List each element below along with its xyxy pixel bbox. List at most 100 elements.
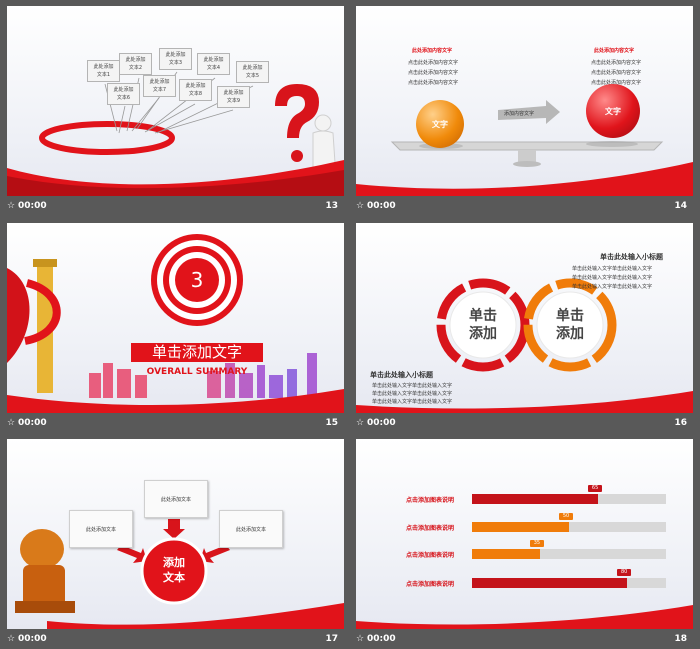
center-text: 添加 文本: [150, 555, 198, 585]
slide-17-info-bar: ☆ 00:00 17: [7, 629, 344, 649]
bottom-line-1: 单击此处输入文字单击此处输入文字: [372, 383, 453, 389]
bottom-heading: 单击此处输入小标题: [370, 371, 433, 379]
red-wave: [7, 160, 344, 196]
bar-track: 65: [472, 485, 666, 504]
bar-fill: [472, 578, 628, 588]
top-heading: 单击此处输入小标题: [600, 253, 663, 261]
bottom-line-3: 单击此处输入文字单击此处输入文字: [372, 399, 453, 405]
bar-value-tag: 35: [529, 540, 544, 547]
slide-15-canvas: 3 单击添加文字 OVERALL SUMMARY: [7, 223, 344, 413]
bar-label: 点击添加图表说明: [405, 552, 454, 559]
bar-fill: [472, 522, 569, 532]
bar-label: 点击添加图表说明: [405, 497, 454, 504]
bottom-line-2: 单击此处输入文字单击此处输入文字: [372, 391, 453, 397]
left-ring-text: 单击 添加: [459, 307, 507, 343]
slide-duration: 00:00: [18, 634, 47, 644]
star-icon: ☆: [7, 201, 16, 211]
text-box-right: 此处添加文本: [219, 510, 283, 548]
red-wave: [356, 605, 693, 629]
sign-4: 此处添加 文本4: [197, 53, 230, 75]
slide-thumbnail-17[interactable]: 此处添加文本 此处添加文本 此处添加文本 添加 文本 ☆ 00:00 17: [7, 439, 344, 649]
flow-arrows: [117, 519, 230, 563]
right-line-3: 点击此处添加内容文字: [591, 80, 642, 86]
bar-value-tag: 65: [588, 485, 603, 492]
slide-duration: 00:00: [18, 418, 47, 428]
slide-thumbnail-15[interactable]: 3 单击添加文字 OVERALL SUMMARY ☆ 00:00 15: [7, 223, 344, 433]
slide-duration: 00:00: [18, 201, 47, 211]
slide-13-canvas: 此处添加 文本1 此处添加 文本2 此处添加 文本3 此处添加 文本4 此处添加…: [7, 6, 344, 196]
bar-value-tag: 80: [617, 569, 632, 576]
sign-7: 此处添加 文本7: [143, 75, 176, 97]
sign-3: 此处添加 文本3: [159, 48, 192, 70]
huabiao-pillar: [7, 259, 61, 393]
center-line-1: 添加: [163, 556, 185, 569]
sign-5: 此处添加 文本5: [236, 61, 269, 83]
slide-16-info-bar: ☆ 00:00 16: [356, 413, 693, 433]
left-ring-line-1: 单击: [469, 308, 497, 324]
sign-8: 此处添加 文本8: [179, 79, 212, 101]
slide-18-canvas: 点击添加图表说明 65 点击添加图表说明 50 点击添加图表说明 35 点击添加图表说明 80: [356, 439, 693, 629]
slide-14-info-bar: ☆ 00:00 14: [356, 196, 693, 216]
slide-number: 17: [325, 634, 338, 644]
slide-number: 16: [674, 418, 687, 428]
slide-16-canvas: 单击此处输入小标题 单击此处输入文字单击此处输入文字 单击此处输入文字单击此处输…: [356, 223, 693, 413]
bar-chart: 点击添加图表说明 65 点击添加图表说明 50 点击添加图表说明 35 点击添加图表说明 80: [356, 439, 693, 609]
red-wave: [356, 162, 693, 196]
sign-1: 此处添加 文本1: [87, 60, 120, 82]
target-icon: [151, 234, 243, 326]
right-ring-line-2: 添加: [556, 326, 584, 342]
slide-thumbnail-14[interactable]: 此处添加内容文字 点击此处添加内容文字 点击此处添加内容文字 点击此处添加内容文…: [356, 6, 693, 216]
left-line-2: 点击此处添加内容文字: [408, 70, 459, 76]
bar-track: 35: [472, 540, 666, 559]
slide-thumbnail-13[interactable]: 此处添加 文本1 此处添加 文本2 此处添加 文本3 此处添加 文本4 此处添加…: [7, 6, 344, 216]
sign-9: 此处添加 文本9: [217, 86, 250, 108]
target-number: 3: [190, 268, 204, 292]
top-line-3: 单击此处输入文字单击此处输入文字: [572, 284, 653, 290]
star-icon: ☆: [356, 418, 365, 428]
slide-number: 15: [325, 418, 338, 428]
right-ring-line-1: 单击: [556, 308, 584, 324]
slide-duration: 00:00: [367, 418, 396, 428]
bar-track: 80: [472, 569, 666, 588]
slide-18-info-bar: ☆ 00:00 18: [356, 629, 693, 649]
slide-14-canvas: 此处添加内容文字 点击此处添加内容文字 点击此处添加内容文字 点击此处添加内容文…: [356, 6, 693, 196]
bar-label: 点击添加图表说明: [405, 581, 454, 588]
bar-value-tag: 50: [559, 513, 573, 520]
slide-15-info-bar: ☆ 00:00 15: [7, 413, 344, 433]
red-wave: [7, 389, 344, 413]
bar-fill: [472, 549, 540, 559]
slide-17-canvas: 此处添加文本 此处添加文本 此处添加文本 添加 文本: [7, 439, 344, 629]
slide-duration: 00:00: [367, 201, 396, 211]
red-ring: [39, 121, 175, 155]
top-line-1: 单击此处输入文字单击此处输入文字: [572, 266, 653, 272]
sign-6: 此处添加 文本6: [107, 83, 140, 105]
top-line-2: 单击此处输入文字单击此处输入文字: [572, 275, 653, 281]
slide-13-info-bar: ☆ 00:00 13: [7, 196, 344, 216]
question-mark-shape: [275, 84, 319, 138]
sign-2: 此处添加 文本2: [119, 53, 152, 75]
city-skyline: [89, 353, 317, 398]
bar-track: 50: [472, 513, 666, 532]
slide-subtitle: OVERALL SUMMARY: [146, 367, 248, 377]
slide-thumbnail-16[interactable]: 单击此处输入小标题 单击此处输入文字单击此处输入文字 单击此处输入文字单击此处输…: [356, 223, 693, 433]
text-box-top: 此处添加文本: [144, 480, 208, 518]
slide-thumbnail-18[interactable]: 点击添加图表说明 65 点击添加图表说明 50 点击添加图表说明 35 点击添加图表说明 80…: [356, 439, 693, 649]
slide-number: 14: [674, 201, 687, 211]
bar-label: 点击添加图表说明: [405, 525, 454, 532]
red-wave: [47, 603, 344, 629]
star-icon: ☆: [7, 634, 16, 644]
right-ring-text: 单击 添加: [546, 307, 594, 343]
right-heading: 此处添加内容文字: [594, 48, 635, 54]
slide-number: 13: [325, 201, 338, 211]
star-icon: ☆: [356, 634, 365, 644]
star-icon: ☆: [356, 201, 365, 211]
left-line-3: 点击此处添加内容文字: [408, 80, 459, 86]
red-ball: 文字: [586, 84, 640, 138]
red-wave: [356, 391, 693, 413]
left-heading: 此处添加内容文字: [412, 48, 453, 54]
bar-fill: [472, 494, 599, 504]
star-icon: ☆: [7, 418, 16, 428]
slide-17-art: [15, 519, 230, 613]
center-line-2: 文本: [163, 571, 185, 584]
lion-statue: [15, 529, 75, 613]
